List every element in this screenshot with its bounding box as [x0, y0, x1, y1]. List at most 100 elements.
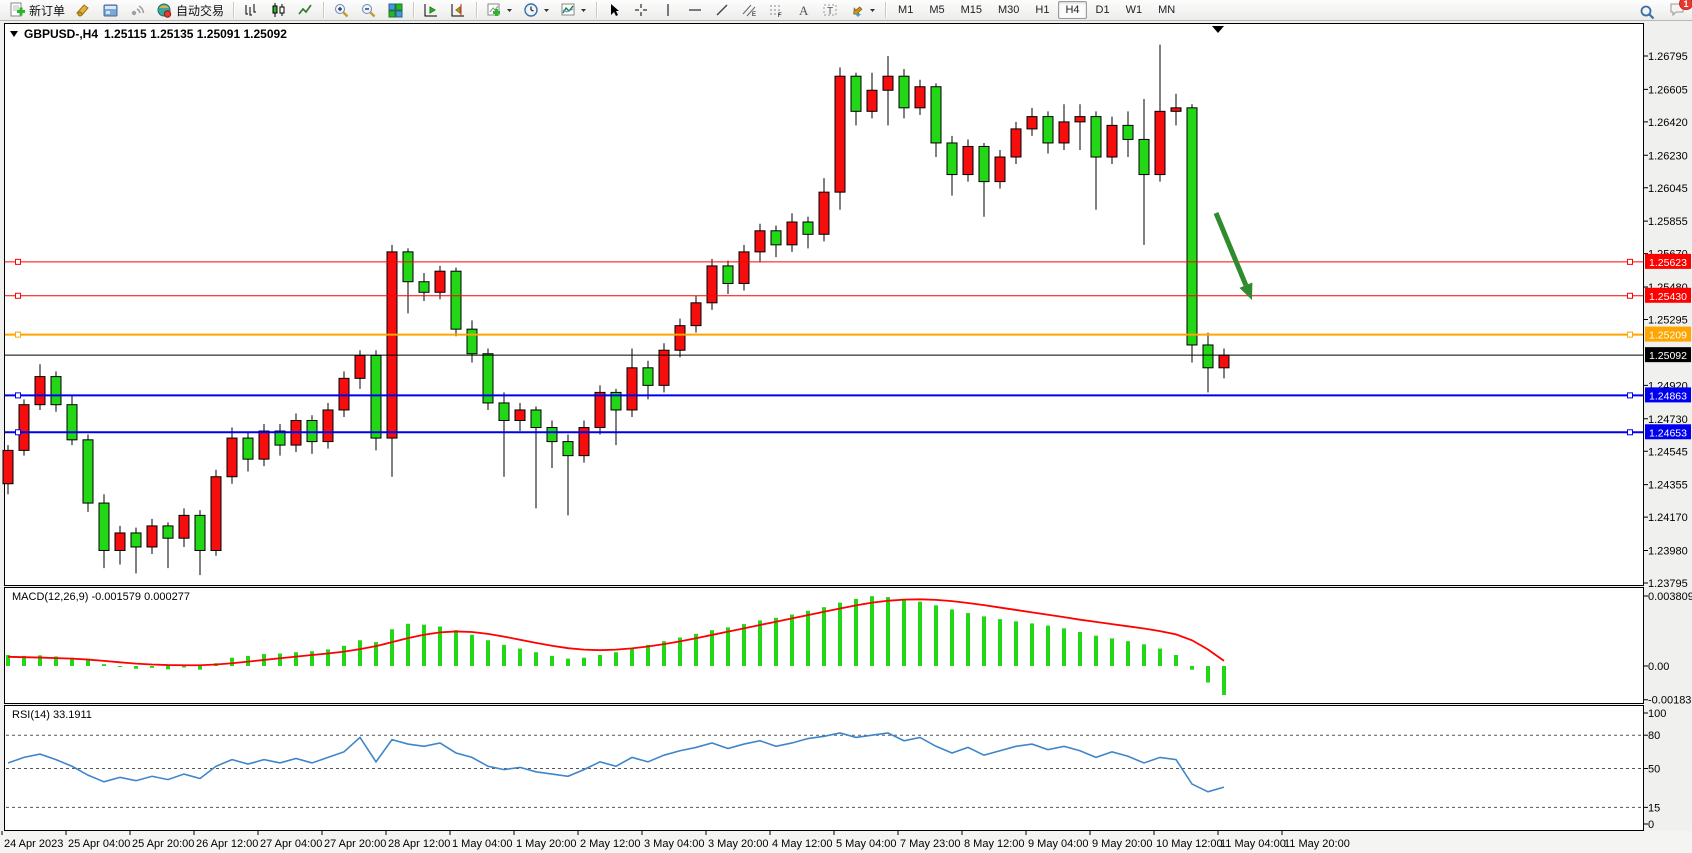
time-axis-label: 3 May 04:00 [644, 838, 705, 850]
timeframe-h4-button[interactable]: H4 [1058, 1, 1087, 19]
timeframe-mn-button[interactable]: MN [1158, 4, 1176, 16]
support-line-1-handle[interactable] [15, 392, 21, 399]
time-axis-label: 26 Apr 12:00 [196, 838, 258, 850]
candle-body [1154, 110, 1166, 176]
price-axis-label: 1.25855 [1648, 216, 1688, 228]
main-pane[interactable] [4, 23, 1644, 586]
macd-histogram-bar [518, 648, 522, 666]
candle-body [850, 75, 862, 112]
chart-shift-button[interactable] [446, 1, 471, 20]
resistance-line-1-handle[interactable] [15, 258, 21, 265]
time-axis-label: 9 May 04:00 [1028, 838, 1089, 850]
timeframe-m5-button[interactable]: M5 [929, 4, 945, 16]
candle-body [338, 377, 350, 411]
macd-histogram-bar [230, 657, 234, 666]
auto-scroll-button[interactable] [419, 1, 444, 20]
notifications-button[interactable]: 1 [1669, 0, 1692, 23]
candles-icon [272, 2, 285, 17]
signal-icon [131, 4, 145, 15]
timeframe-m15-button[interactable]: M15 [960, 4, 982, 16]
resistance-line-2-handle[interactable] [1627, 292, 1633, 299]
arrow-annotation-head[interactable] [1239, 282, 1253, 300]
periods-button[interactable] [519, 1, 554, 20]
toolbar-separator [323, 2, 325, 18]
trendline-button[interactable] [710, 1, 735, 20]
support-line-2-handle[interactable] [1627, 429, 1633, 436]
alert-button[interactable] [71, 1, 96, 20]
price-axis-label: 1.24355 [1648, 480, 1688, 492]
collapse-triangle-icon[interactable] [10, 31, 18, 37]
candle-body [594, 391, 606, 429]
timeframe-h1-button[interactable]: H1 [1035, 4, 1050, 16]
macd-histogram-bar [966, 613, 970, 666]
market-windows-button[interactable] [98, 1, 123, 20]
time-axis-label: 4 May 12:00 [772, 838, 833, 850]
hline-button[interactable] [683, 1, 708, 20]
zoom-out-button[interactable] [356, 1, 381, 20]
candle-body [1202, 344, 1214, 369]
rsi-axis-label: 50 [1648, 764, 1660, 776]
zoom-out-icon [362, 3, 376, 17]
crosshair-button[interactable] [629, 1, 654, 20]
pivot-line-handle[interactable] [1627, 331, 1633, 338]
cursor-button[interactable] [602, 1, 627, 20]
support-line-2-handle[interactable] [15, 429, 21, 436]
chart-canvas[interactable]: 1.26795 1.26605 1.26420 1.26230 1.26045 1.258… [0, 22, 1692, 853]
candle-body [18, 404, 30, 451]
auto-trading-button[interactable]: 自动交易 [152, 1, 228, 20]
resistance-line-1-badge [1645, 253, 1691, 269]
timeframe-d1-button[interactable]: D1 [1095, 4, 1110, 16]
time-marker-icon[interactable] [1212, 26, 1224, 33]
linechart-icon [298, 4, 312, 14]
time-axis-label: 8 May 12:00 [964, 838, 1025, 850]
line-chart-button[interactable] [293, 1, 318, 20]
new-chart-button[interactable] [482, 1, 517, 20]
macd-histogram-bar [1126, 641, 1130, 666]
rsi-axis-label: 100 [1648, 708, 1666, 720]
trendline-icon [716, 4, 728, 15]
price-axis-label: 1.26230 [1648, 150, 1688, 162]
candle-body [722, 265, 734, 284]
resistance-line-2-handle[interactable] [15, 292, 21, 299]
candle-body [466, 328, 478, 355]
resistance-line-1-handle[interactable] [1627, 258, 1633, 265]
timeframe-m1-button[interactable]: M1 [898, 4, 914, 16]
vline-button[interactable] [656, 1, 681, 20]
channel-button[interactable]: E [737, 1, 762, 20]
text-button[interactable]: A [791, 1, 816, 20]
macd-histogram-bar [1158, 648, 1162, 666]
pivot-line-handle[interactable] [15, 331, 21, 338]
zoom-in-button[interactable] [329, 1, 354, 20]
tile-windows-button[interactable] [383, 1, 408, 20]
time-axis-label: 25 Apr 20:00 [132, 838, 194, 850]
new-order-button[interactable]: 新订单 [5, 1, 69, 20]
fibonacci-button[interactable]: F [764, 1, 789, 20]
label-button[interactable]: T [818, 1, 843, 20]
candle-body [418, 281, 430, 293]
candle-body [2, 449, 14, 485]
macd-histogram-bar [790, 614, 794, 666]
indicators-icon [561, 3, 575, 15]
svg-text:E: E [752, 12, 756, 18]
timeframe-w1-button[interactable]: W1 [1125, 4, 1143, 16]
candle-body [370, 355, 382, 439]
bar-chart-button[interactable] [239, 1, 264, 20]
chevron-down-icon [870, 8, 876, 12]
search-button[interactable] [1635, 3, 1660, 22]
support-line-1-handle[interactable] [1627, 392, 1633, 399]
signal-button[interactable] [125, 1, 150, 20]
shapes-icon [853, 5, 863, 17]
indicators-button[interactable] [556, 1, 591, 20]
macd-histogram-bar [342, 645, 346, 666]
timeframe-m30-button[interactable]: M30 [998, 4, 1020, 16]
time-axis-label: 1 May 20:00 [516, 838, 577, 850]
arrow-annotation-shaft[interactable] [1213, 212, 1249, 287]
macd-histogram-bar [118, 666, 122, 667]
autoscroll-icon [424, 3, 438, 16]
macd-histogram-bar [582, 657, 586, 666]
macd-histogram-bar [726, 627, 730, 666]
shapes-button[interactable] [845, 1, 880, 20]
candle-body [1042, 116, 1054, 144]
candlestick-chart-button[interactable] [266, 1, 291, 20]
